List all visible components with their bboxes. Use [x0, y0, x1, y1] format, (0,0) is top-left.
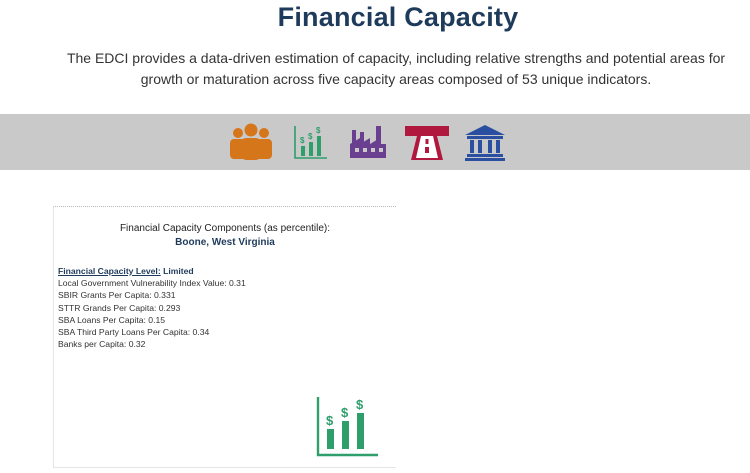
capacity-level-label: Financial Capacity Level:	[58, 266, 161, 276]
government-capacity-button[interactable]	[460, 120, 510, 164]
financial-capacity-button[interactable]: $ $ $	[285, 120, 335, 164]
bank-icon	[465, 125, 505, 161]
finance-chart-icon: $ $ $	[316, 397, 378, 457]
page-title: Financial Capacity	[277, 2, 519, 32]
component-line: STTR Grands Per Capita: 0.293	[58, 302, 181, 313]
people-icon	[230, 123, 272, 160]
card-location: Boone, West Virginia	[175, 237, 275, 248]
component-list: Financial Capacity Level: Limited Local …	[58, 265, 388, 350]
component-line: SBIR Grants Per Capita: 0.331	[58, 290, 176, 301]
component-line: Banks per Capita: 0.32	[58, 339, 146, 350]
road-icon	[405, 126, 449, 160]
financial-components-card: Financial Capacity Components (as percen…	[53, 206, 396, 468]
svg-text:$: $	[316, 126, 321, 135]
capacity-level-row: Financial Capacity Level: Limited	[58, 265, 388, 277]
finance-chart-icon: $ $ $	[294, 126, 327, 159]
svg-text:$: $	[356, 397, 364, 412]
svg-text:$: $	[341, 405, 349, 420]
industry-capacity-button[interactable]	[343, 120, 393, 164]
infrastructure-capacity-button[interactable]	[402, 120, 452, 164]
component-line: Local Government Vulnerability Index Val…	[58, 278, 246, 289]
svg-text:$: $	[308, 132, 313, 141]
svg-text:$: $	[326, 413, 334, 428]
capacity-icon-bar: $ $ $	[0, 114, 750, 170]
component-line: SBA Third Party Loans Per Capita: 0.34	[58, 327, 210, 338]
capacity-level-value: Limited	[163, 266, 194, 276]
factory-icon	[350, 126, 386, 158]
card-heading: Financial Capacity Components (as percen…	[119, 223, 331, 234]
component-line: SBA Loans Per Capita: 0.15	[58, 314, 166, 325]
intro-paragraph: The EDCI provides a data-driven estimati…	[66, 50, 726, 87]
svg-text:$: $	[300, 136, 305, 145]
people-capacity-button[interactable]	[226, 120, 276, 164]
